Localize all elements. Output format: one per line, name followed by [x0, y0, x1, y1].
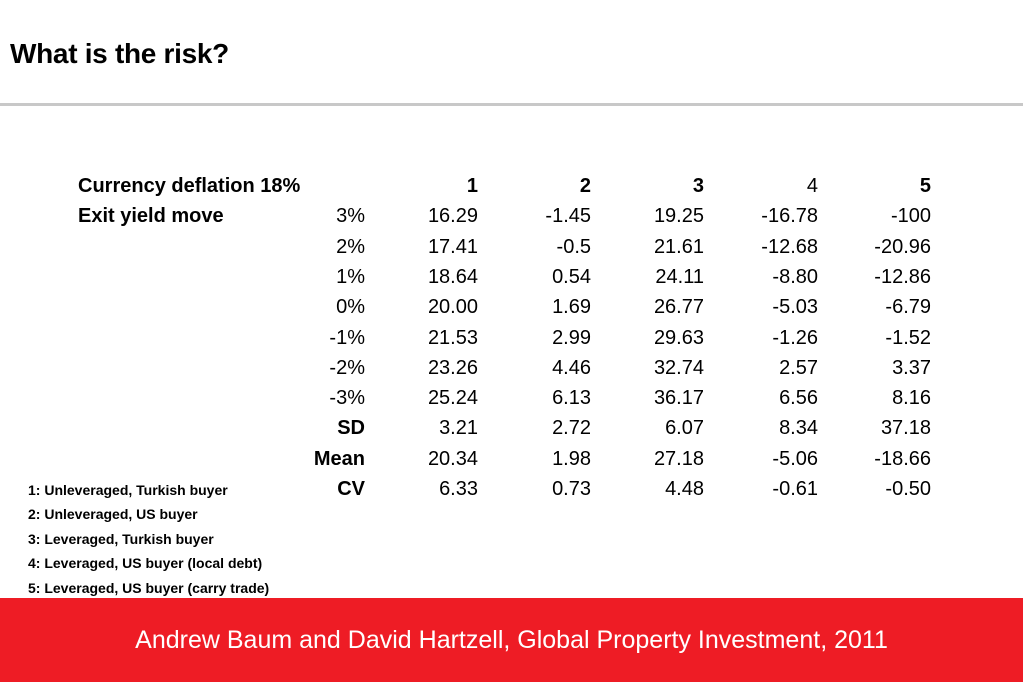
yield-move-cell: 3% — [336, 205, 365, 228]
table-cell: -5.06 — [772, 447, 818, 470]
table-cell: -1.52 — [885, 326, 931, 349]
table-cell: -18.66 — [874, 447, 931, 470]
table-cell: 8.34 — [779, 417, 818, 440]
stats-row-mean: Mean 20.34 1.98 27.18 -5.06 -18.66 — [0, 444, 1023, 474]
table-cell: -5.03 — [772, 296, 818, 319]
table-cell: 6.33 — [439, 478, 478, 500]
table-cell: 32.74 — [653, 356, 704, 379]
table-cell: 1.69 — [552, 296, 591, 319]
table-cell: -16.78 — [761, 205, 818, 228]
stat-label: SD — [337, 417, 365, 440]
stat-label: CV — [337, 478, 365, 500]
table-cell: -20.96 — [874, 235, 931, 258]
table-cell: 6.13 — [552, 387, 591, 410]
title-divider — [0, 103, 1023, 106]
table-cell: 16.29 — [427, 205, 478, 228]
table-cell: -0.5 — [556, 235, 591, 258]
column-header: 3 — [692, 175, 704, 197]
note-item: 4: Leveraged, US buyer (local debt) — [28, 555, 263, 572]
table-cell: 17.41 — [427, 235, 478, 258]
table-cell: 20.34 — [427, 447, 478, 470]
table-cell: -1.45 — [545, 205, 591, 228]
table-cell: 6.56 — [779, 387, 818, 410]
yield-move-cell: 2% — [336, 235, 365, 258]
yield-move-cell: 0% — [336, 296, 365, 319]
table-cell: 21.53 — [427, 326, 478, 349]
table-cell: 18.64 — [427, 265, 478, 288]
table-cell: -1.26 — [772, 326, 818, 349]
table-cell: 2.99 — [552, 326, 591, 349]
table-cell: 25.24 — [427, 387, 478, 410]
table-cell: 4.48 — [665, 478, 704, 500]
table-row: 0% 20.00 1.69 26.77 -5.03 -6.79 — [0, 292, 1023, 322]
table-cell: -0.61 — [772, 478, 818, 500]
table-row: Exit yield move 3% 16.29 -1.45 19.25 -16… — [0, 201, 1023, 231]
table-row: 1% 18.64 0.54 24.11 -8.80 -12.86 — [0, 262, 1023, 292]
table-cell: 21.61 — [653, 235, 704, 258]
table-cell: -12.86 — [874, 265, 931, 288]
note-item: 2: Unleveraged, US buyer — [28, 506, 198, 523]
table-cell: 2.57 — [779, 356, 818, 379]
table-cell: 26.77 — [653, 296, 704, 319]
table-cell: 24.11 — [655, 265, 704, 288]
table-cell: 6.07 — [665, 417, 704, 440]
table-cell: 2.72 — [552, 417, 591, 440]
table-cell: 37.18 — [880, 417, 931, 440]
column-header: 1 — [466, 175, 478, 197]
table-cell: -12.68 — [761, 235, 818, 258]
table-cell: 20.00 — [427, 296, 478, 319]
table-cell: 19.25 — [653, 205, 704, 228]
note-item: 1: Unleveraged, Turkish buyer — [28, 482, 228, 498]
note-item: 3: Leveraged, Turkish buyer — [28, 530, 214, 547]
table-row: -3% 25.24 6.13 36.17 6.56 8.16 — [0, 383, 1023, 413]
table-cell: -6.79 — [885, 296, 931, 319]
table-cell: 23.26 — [427, 356, 478, 379]
table-cell: -8.80 — [772, 265, 818, 288]
yield-move-cell: 1% — [336, 265, 365, 288]
table-cell: -100 — [890, 205, 931, 228]
table-cell: 4.46 — [552, 356, 591, 379]
table-cell: 0.73 — [552, 478, 591, 500]
table-header-row: Currency deflation 18% 1 2 3 4 5 — [0, 171, 1023, 201]
table-cell: 1.98 — [552, 447, 591, 470]
table-cell: 0.54 — [552, 265, 591, 288]
stat-label: Mean — [313, 447, 365, 470]
footer-banner: Andrew Baum and David Hartzell, Global P… — [0, 598, 1023, 682]
table-cell: 36.17 — [653, 387, 704, 410]
column-header: 4 — [806, 175, 818, 197]
table-cell: 8.16 — [892, 387, 931, 410]
table-header-label: Currency deflation 18% — [78, 175, 301, 197]
column-notes: 1: Unleveraged, Turkish buyer 2: Unlever… — [28, 478, 269, 600]
table-row: -2% 23.26 4.46 32.74 2.57 3.37 — [0, 353, 1023, 383]
stats-row-sd: SD 3.21 2.72 6.07 8.34 37.18 — [0, 413, 1023, 443]
note-item: 5: Leveraged, US buyer (carry trade) — [28, 579, 270, 596]
table-row: 2% 17.41 -0.5 21.61 -12.68 -20.96 — [0, 232, 1023, 262]
column-header: 5 — [919, 175, 931, 197]
table-cell: 3.37 — [892, 356, 931, 379]
page-title: What is the risk? — [10, 38, 229, 69]
table-row: -1% 21.53 2.99 29.63 -1.26 -1.52 — [0, 323, 1023, 353]
column-header: 2 — [579, 175, 591, 197]
table-cell: 3.21 — [439, 417, 478, 440]
row-group-label: Exit yield move — [78, 205, 224, 228]
stats-row-cv: CV 6.33 0.73 4.48 -0.61 -0.50 — [0, 474, 1023, 504]
yield-move-cell: -3% — [329, 387, 365, 410]
yield-move-cell: -2% — [329, 356, 365, 379]
table-cell: 29.63 — [653, 326, 704, 349]
table-cell: -0.50 — [885, 478, 931, 500]
table-cell: 27.18 — [653, 447, 704, 470]
yield-move-cell: -1% — [329, 326, 365, 349]
